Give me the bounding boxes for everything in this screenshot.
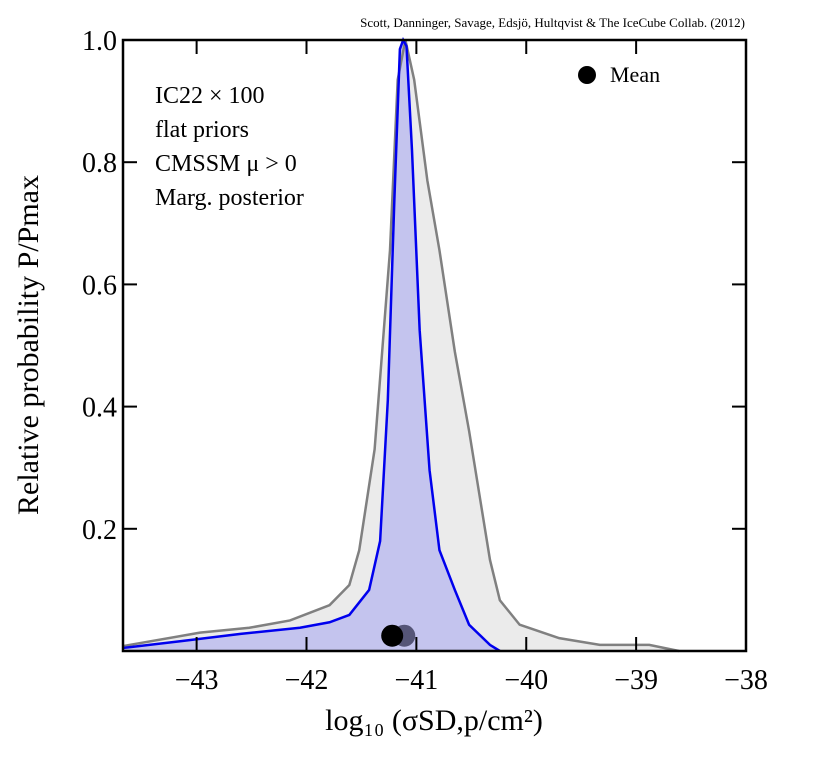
mean-marker bbox=[381, 624, 404, 647]
legend-label: Mean bbox=[610, 62, 660, 87]
y-tick-label: 0.6 bbox=[82, 270, 117, 301]
x-axis-label: log₁₀ (σSD,p/cm²) bbox=[325, 704, 543, 737]
plot-frame bbox=[121, 38, 748, 653]
line bbox=[122, 39, 680, 653]
annotation: Marg. posterior bbox=[155, 185, 304, 211]
x-tick-label: −43 bbox=[175, 665, 219, 696]
annotation: IC22 × 100 bbox=[155, 83, 265, 109]
x-tick-label: −41 bbox=[394, 665, 438, 696]
x-tick-label: −40 bbox=[504, 665, 548, 696]
annotation: CMSSM μ > 0 bbox=[155, 151, 297, 177]
y-axis-label: Relative probability P/Pmax bbox=[12, 175, 45, 515]
line bbox=[122, 36, 501, 653]
y-tick-label: 0.8 bbox=[82, 148, 117, 179]
y-tick-label: 0.2 bbox=[82, 515, 117, 546]
legend-marker bbox=[578, 66, 596, 84]
x-tick-label: −38 bbox=[724, 665, 768, 696]
area bbox=[123, 40, 500, 651]
x-tick-label: −42 bbox=[285, 665, 329, 696]
y-tick-label: 0.4 bbox=[82, 393, 117, 424]
y-tick-label: 1.0 bbox=[82, 26, 117, 57]
annotation: flat priors bbox=[155, 117, 249, 143]
x-tick-label: −39 bbox=[614, 665, 658, 696]
credit: Scott, Danninger, Savage, Edsjö, Hultqvi… bbox=[360, 15, 745, 30]
